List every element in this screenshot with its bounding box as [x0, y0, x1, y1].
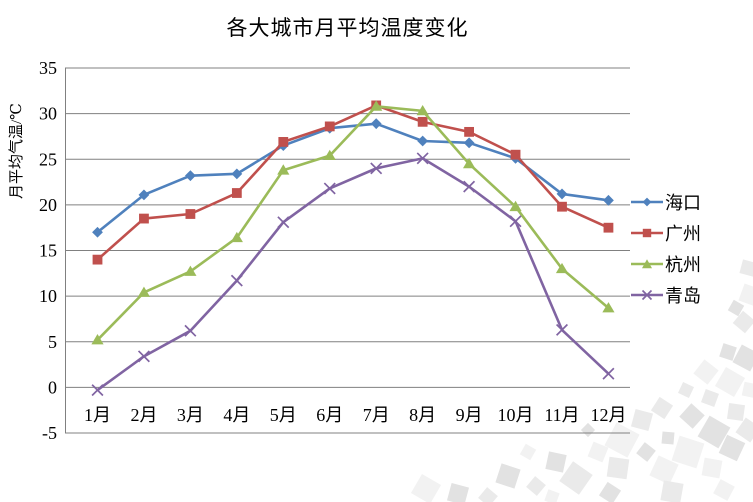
- y-tick-label: 15: [39, 241, 57, 261]
- legend-label: 青岛: [665, 285, 701, 306]
- series-line: [96, 104, 609, 261]
- y-tick-label: 30: [39, 104, 57, 124]
- diamond-legend-marker-icon: [631, 197, 663, 206]
- gridlines: [65, 67, 630, 434]
- x-tick-label: 1月: [84, 405, 111, 425]
- x-tick-label: 2月: [130, 405, 157, 425]
- y-tick-label: 25: [39, 149, 57, 169]
- x-tick-labels: 1月 2月 3月 4月 5月 6月 7月 8月 9月 10月 11月 12月: [84, 405, 626, 425]
- legend-item-3: 杭州: [631, 252, 701, 275]
- x-tick-label: 10月: [498, 405, 534, 425]
- square-legend-marker-icon: [631, 228, 663, 237]
- x-tick-label: 6月: [316, 405, 343, 425]
- x-tick-label: 4月: [223, 405, 250, 425]
- x-tick-label: 3月: [177, 405, 204, 425]
- y-tick-label: 20: [39, 195, 57, 215]
- chart-title: 各大城市月平均温度变化: [226, 16, 469, 40]
- y-tick-label: 10: [39, 286, 57, 306]
- y-tick-label: 0: [48, 377, 57, 397]
- triangle-legend-marker-icon: [631, 258, 663, 268]
- legend-label: 广州: [665, 223, 701, 244]
- series-line: [96, 157, 610, 392]
- y-tick-label: 35: [39, 58, 57, 78]
- series-青岛: [91, 152, 615, 397]
- y-tick-label: 5: [48, 332, 57, 352]
- x-tick-label: 11月: [544, 405, 579, 425]
- legend-item-4: 青岛: [631, 283, 701, 306]
- legend-item-1: 海口: [631, 190, 701, 213]
- x-tick-label: 9月: [456, 405, 483, 425]
- x-tick-label: 5月: [270, 405, 297, 425]
- y-tick-label: -5: [42, 423, 57, 443]
- legend: 海口 广州 杭州 青岛: [631, 190, 701, 306]
- x-tick-label: 7月: [363, 405, 390, 425]
- legend-label: 杭州: [665, 254, 701, 275]
- legend-label: 海口: [665, 192, 701, 213]
- x-tick-label: 12月: [590, 405, 626, 425]
- x-legend-marker-icon: [631, 289, 663, 300]
- series-杭州: [91, 100, 615, 345]
- y-axis-title: 月平均气温/℃: [9, 103, 25, 199]
- y-tick-labels: -5 0 5 10 15 20 25 30 35: [39, 58, 57, 443]
- legend-item-2: 广州: [631, 221, 701, 244]
- series-line: [96, 105, 610, 341]
- x-tick-label: 8月: [409, 405, 436, 425]
